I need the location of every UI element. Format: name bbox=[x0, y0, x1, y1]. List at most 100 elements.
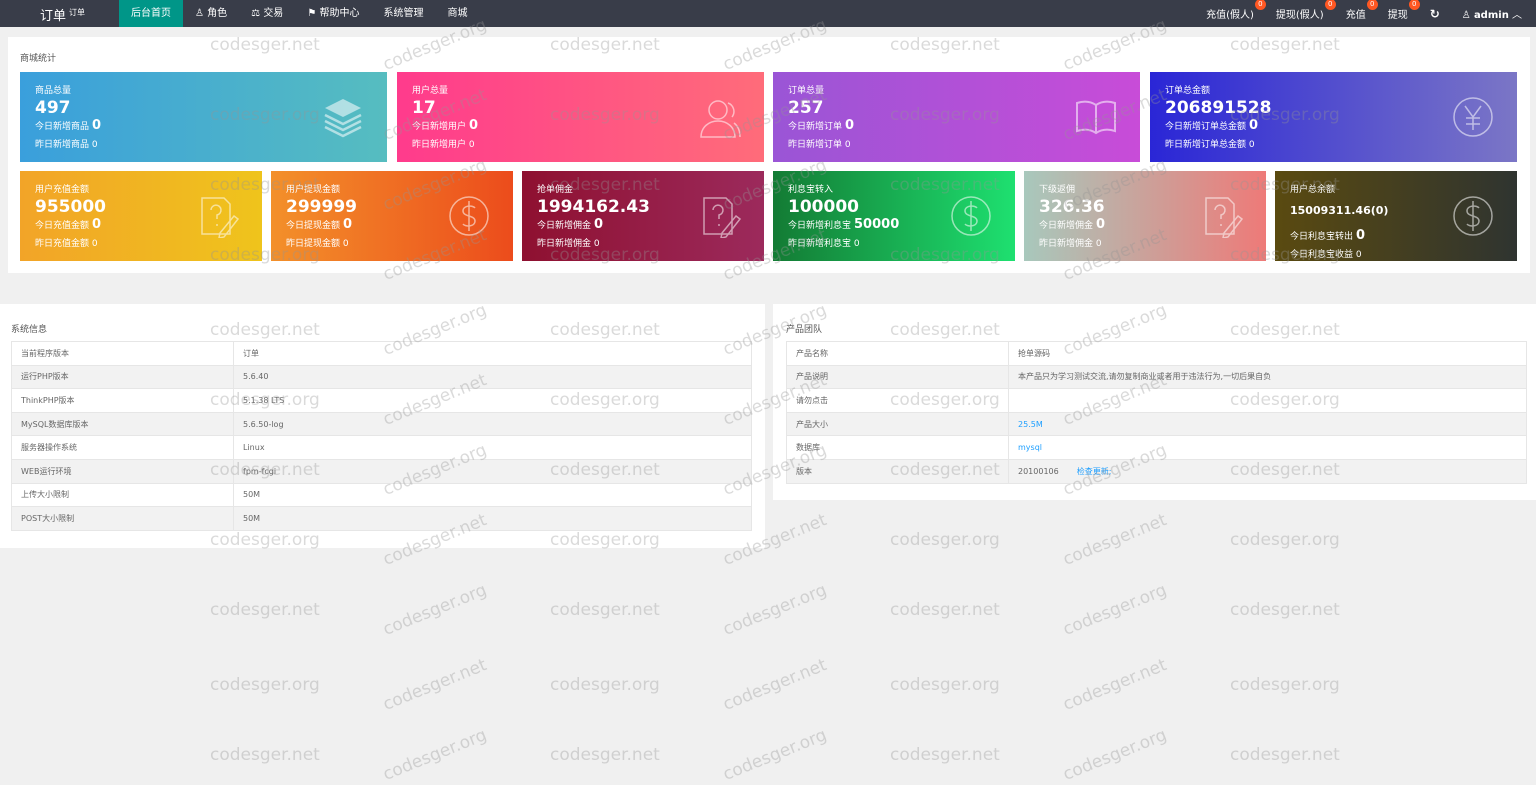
table-row: 运行PHP版本 5.6.40 bbox=[11, 364, 752, 390]
username: admin bbox=[1473, 10, 1509, 21]
stat-today-value: 0 bbox=[92, 118, 102, 133]
top-right-nav: 充值(假人) 0 提现(假人) 0 充值 0 提现 0 ↻ ♙ admin ︿ bbox=[1206, 0, 1522, 27]
row-value: 5.6.40 bbox=[233, 364, 752, 390]
top-link-label: 充值 bbox=[1345, 10, 1366, 21]
table-row: 当前程序版本 订单 bbox=[11, 341, 752, 366]
system-info-table: 当前程序版本 订单 运行PHP版本 5.6.40 ThinkPHP版本 5.1.38 LT… bbox=[11, 341, 752, 531]
stat-card: 利息宝转入 100000 今日新增利息宝 50000 昨日新增利息宝 0 bbox=[773, 171, 1015, 261]
watermark: codesger.org bbox=[1060, 725, 1170, 785]
yen-icon bbox=[1451, 95, 1495, 139]
book-icon bbox=[1074, 95, 1118, 139]
stat-card: 用户总余额 15009311.46(0) 今日利息宝转出 0 今日利息宝收益 0 bbox=[1275, 171, 1517, 261]
stat-value: 299999 bbox=[286, 197, 357, 217]
stat-today-label: 今日新增利息宝 bbox=[788, 221, 852, 231]
stat-today-label: 今日新增用户 bbox=[412, 122, 467, 132]
stat-today-value: 50000 bbox=[854, 217, 900, 232]
stat-yesterday: 昨日新增用户 0 bbox=[412, 140, 475, 150]
user-icon: ♙ bbox=[1461, 10, 1474, 21]
stat-value: 15009311.46(0) bbox=[1290, 204, 1389, 217]
stat-value: 497 bbox=[35, 98, 71, 118]
table-row: 版本 20100106 检查更新; bbox=[786, 458, 1527, 484]
watermark: codesger.net bbox=[210, 745, 320, 765]
top-bar: 订单 订单 后台首页 ♙ 角色 ⚖ 交易 ⚑ 帮助中心 系统管理 商城 充值(假人) 0 提现(… bbox=[0, 0, 1536, 27]
top-link-2[interactable]: 充值 0 bbox=[1345, 0, 1378, 21]
watermark: codesger.net bbox=[210, 600, 320, 620]
stat-today-value: 0 bbox=[1096, 217, 1106, 232]
stat-today-label: 今日利息宝转出 bbox=[1290, 232, 1354, 242]
table-row: 产品说明 本产品只为学习测试交流,请勿复制商业或者用于违法行为,一切后果自负 bbox=[786, 364, 1527, 390]
chevron-up-icon: ︿ bbox=[1512, 10, 1522, 21]
table-row: 服务器操作系统 Linux bbox=[11, 435, 752, 460]
stat-yesterday: 昨日新增订单总金额 0 bbox=[1165, 140, 1255, 150]
version-value: 20100106 bbox=[1018, 466, 1059, 476]
note-icon bbox=[698, 194, 742, 239]
system-info-title: 系统信息 bbox=[11, 325, 48, 335]
row-value: fpm-fcgi bbox=[233, 458, 752, 484]
table-row: 请勿点击 bbox=[786, 388, 1527, 413]
nav-label: 后台首页 bbox=[131, 8, 171, 19]
stat-yesterday: 昨日新增订单 0 bbox=[788, 140, 851, 150]
row-key: 服务器操作系统 bbox=[11, 435, 234, 460]
layers-icon bbox=[321, 95, 365, 139]
note-icon bbox=[1200, 194, 1244, 239]
stat-today-value: 0 bbox=[594, 217, 604, 232]
watermark: codesger.net bbox=[1060, 510, 1170, 570]
row-key: MySQL数据库版本 bbox=[11, 411, 234, 437]
stat-title: 下级返佣 bbox=[1039, 185, 1076, 195]
stat-today-value: 0 bbox=[469, 118, 479, 133]
refresh-icon[interactable]: ↻ bbox=[1429, 6, 1440, 21]
notification-badge: 0 bbox=[1408, 0, 1420, 10]
watermark: codesger.org bbox=[380, 580, 490, 640]
flag-icon: ⚑ bbox=[307, 8, 320, 19]
stat-card: 订单总金额 206891528 今日新增订单总金额 0 昨日新增订单总金额 0 bbox=[1150, 72, 1517, 162]
top-link-3[interactable]: 提现 0 bbox=[1388, 0, 1420, 21]
stat-value: 955000 bbox=[35, 197, 106, 217]
stat-today-value: 0 bbox=[343, 217, 353, 232]
watermark: codesger.net bbox=[380, 655, 490, 715]
row-value: 本产品只为学习测试交流,请勿复制商业或者用于违法行为,一切后果自负 bbox=[1008, 364, 1527, 390]
stat-today-label: 今日提现金额 bbox=[286, 221, 341, 231]
stat-today-label: 今日新增商品 bbox=[35, 122, 90, 132]
watermark: codesger.org bbox=[1230, 675, 1340, 695]
table-row: 上传大小限制 50M bbox=[11, 482, 752, 508]
stat-yesterday: 昨日新增佣金 0 bbox=[1039, 239, 1102, 249]
top-link-0[interactable]: 充值(假人) 0 bbox=[1206, 0, 1266, 21]
stat-yesterday: 昨日新增佣金 0 bbox=[537, 239, 600, 249]
main-nav: 后台首页 ♙ 角色 ⚖ 交易 ⚑ 帮助中心 系统管理 商城 bbox=[119, 0, 479, 27]
top-link-1[interactable]: 提现(假人) 0 bbox=[1276, 0, 1336, 21]
stat-title: 商品总量 bbox=[35, 86, 72, 96]
stat-value: 206891528 bbox=[1165, 98, 1272, 118]
stat-today-label: 今日充值金额 bbox=[35, 221, 90, 231]
stat-card: 用户提现金额 299999 今日提现金额 0 昨日提现金额 0 bbox=[271, 171, 513, 261]
stat-value: 100000 bbox=[788, 197, 859, 217]
stat-today-value: 0 bbox=[845, 118, 855, 133]
stat-title: 订单总金额 bbox=[1165, 86, 1211, 96]
stat-card: 下级返佣 326.36 今日新增佣金 0 昨日新增佣金 0 bbox=[1024, 171, 1266, 261]
logo[interactable]: 订单 订单 bbox=[40, 5, 85, 24]
stat-today-value: 0 bbox=[1249, 118, 1259, 133]
watermark: codesger.org bbox=[1230, 530, 1340, 550]
nav-tab-1[interactable]: ♙ 角色 bbox=[183, 0, 239, 27]
nav-tab-5[interactable]: 商城 bbox=[435, 0, 479, 27]
watermark: codesger.org bbox=[890, 675, 1000, 695]
row-key: WEB运行环境 bbox=[11, 458, 234, 484]
user-menu[interactable]: ♙ admin ︿ bbox=[1462, 6, 1522, 21]
nav-tab-3[interactable]: ⚑ 帮助中心 bbox=[295, 0, 371, 27]
stat-title: 用户提现金额 bbox=[286, 185, 341, 195]
check-update-link[interactable]: 检查更新; bbox=[1076, 466, 1112, 476]
stat-card: 用户总量 17 今日新增用户 0 昨日新增用户 0 bbox=[397, 72, 764, 162]
nav-tab-4[interactable]: 系统管理 bbox=[371, 0, 435, 27]
row-key: 当前程序版本 bbox=[11, 341, 234, 366]
watermark: codesger.org bbox=[720, 725, 830, 785]
table-row: POST大小限制 50M bbox=[11, 506, 752, 531]
watermark: codesger.net bbox=[550, 745, 660, 765]
row-value: 订单 bbox=[233, 341, 752, 366]
stat-yesterday: 昨日提现金额 0 bbox=[286, 239, 349, 249]
stat-card: 抢单佣金 1994162.43 今日新增佣金 0 昨日新增佣金 0 bbox=[522, 171, 764, 261]
row-key: 版本 bbox=[786, 458, 1009, 484]
user-icon: ♙ bbox=[195, 8, 208, 19]
nav-tab-0[interactable]: 后台首页 bbox=[119, 0, 183, 27]
stat-today-label: 今日新增佣金 bbox=[537, 221, 592, 231]
nav-tab-2[interactable]: ⚖ 交易 bbox=[239, 0, 295, 27]
nav-label: 交易 bbox=[263, 8, 284, 19]
